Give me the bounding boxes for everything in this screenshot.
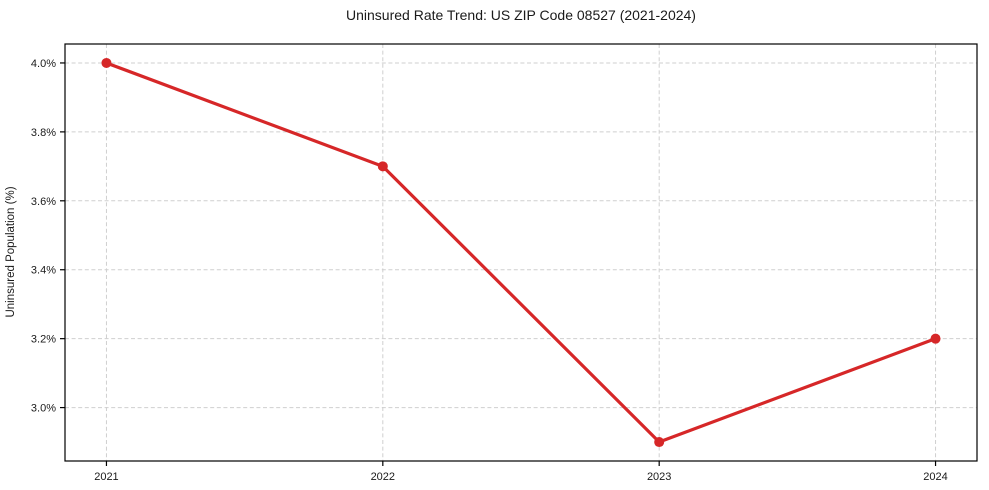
y-tick-label: 3.0% (31, 403, 56, 415)
data-point-marker (654, 437, 665, 448)
y-tick-label: 4.0% (31, 58, 56, 70)
chart-title: Uninsured Rate Trend: US ZIP Code 08527 … (346, 7, 696, 23)
data-point-marker (377, 161, 388, 172)
y-tick-label: 3.8% (31, 127, 56, 139)
plot-border (64, 43, 978, 462)
y-axis-label: Uninsured Population (%) (5, 186, 17, 317)
data-point-marker (101, 57, 112, 68)
x-tick-label: 2021 (94, 471, 118, 483)
data-point-marker (930, 333, 941, 344)
y-tick-label: 3.6% (31, 196, 56, 208)
y-tick-label: 3.4% (31, 265, 56, 277)
axes-layer: 3.0% 3.2% 3.4% 3.6% 3.8% 4.0% 2021 2022 2023 2024 (31, 43, 978, 483)
series-layer (101, 57, 941, 448)
x-tick-label: 2022 (371, 471, 395, 483)
y-tick-label: 3.2% (31, 334, 56, 346)
grid-layer (65, 44, 977, 461)
x-tick-label: 2024 (923, 471, 947, 483)
x-tick-label: 2023 (647, 471, 671, 483)
trend-line (104, 61, 938, 444)
